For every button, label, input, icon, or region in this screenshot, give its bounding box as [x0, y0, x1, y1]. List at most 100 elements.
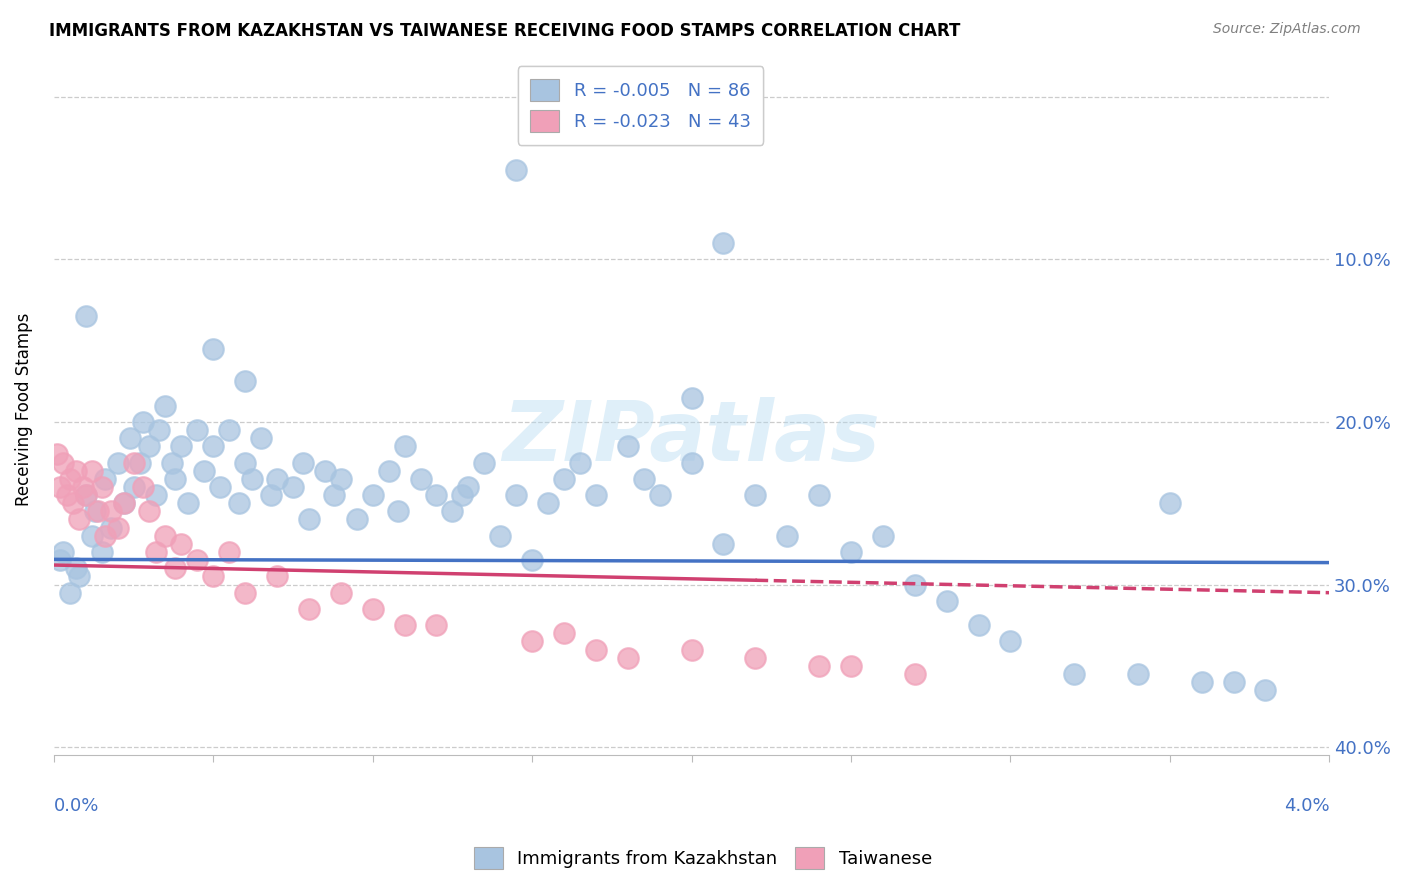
- Point: [67, 512, 90, 526]
- Point: [148, 423, 170, 437]
- Point: [839, 545, 862, 559]
- Point: [193, 464, 215, 478]
- Legend: R = -0.005   N = 86, R = -0.023   N = 43: R = -0.005 N = 86, R = -0.023 N = 43: [517, 66, 763, 145]
- Point: [170, 439, 193, 453]
- Y-axis label: Receiving Food Stamps: Receiving Food Stamps: [15, 313, 32, 507]
- Point: [49, 553, 72, 567]
- Point: [291, 456, 314, 470]
- Point: [87, 504, 110, 518]
- Text: 0.0%: 0.0%: [53, 797, 100, 814]
- Point: [163, 561, 186, 575]
- Point: [250, 431, 273, 445]
- Point: [441, 504, 464, 518]
- Point: [377, 464, 399, 478]
- Point: [472, 456, 495, 470]
- Point: [65, 561, 87, 575]
- Point: [145, 488, 167, 502]
- Point: [62, 496, 84, 510]
- Point: [1254, 683, 1277, 698]
- Point: [585, 488, 607, 502]
- Point: [59, 585, 82, 599]
- Point: [935, 594, 957, 608]
- Point: [872, 529, 894, 543]
- Point: [266, 569, 288, 583]
- Point: [616, 650, 638, 665]
- Point: [260, 488, 283, 502]
- Point: [553, 626, 575, 640]
- Point: [218, 545, 240, 559]
- Point: [202, 342, 225, 356]
- Point: [314, 464, 336, 478]
- Point: [202, 569, 225, 583]
- Point: [505, 162, 527, 177]
- Point: [904, 577, 927, 591]
- Point: [776, 529, 799, 543]
- Point: [55, 488, 77, 502]
- Point: [67, 569, 90, 583]
- Point: [52, 456, 75, 470]
- Point: [681, 456, 703, 470]
- Point: [75, 309, 97, 323]
- Point: [323, 488, 346, 502]
- Point: [298, 602, 321, 616]
- Point: [1126, 667, 1149, 681]
- Point: [1191, 675, 1213, 690]
- Point: [568, 456, 591, 470]
- Point: [266, 472, 288, 486]
- Point: [409, 472, 432, 486]
- Point: [160, 456, 183, 470]
- Point: [107, 456, 129, 470]
- Point: [346, 512, 368, 526]
- Point: [94, 472, 117, 486]
- Point: [553, 472, 575, 486]
- Point: [616, 439, 638, 453]
- Point: [129, 456, 152, 470]
- Point: [132, 480, 155, 494]
- Point: [585, 642, 607, 657]
- Point: [186, 553, 208, 567]
- Point: [633, 472, 655, 486]
- Point: [1159, 496, 1181, 510]
- Point: [186, 423, 208, 437]
- Point: [122, 456, 145, 470]
- Point: [425, 488, 447, 502]
- Legend: Immigrants from Kazakhstan, Taiwanese: Immigrants from Kazakhstan, Taiwanese: [467, 839, 939, 876]
- Point: [1000, 634, 1022, 648]
- Point: [138, 439, 160, 453]
- Point: [49, 480, 72, 494]
- Point: [46, 447, 69, 461]
- Point: [489, 529, 512, 543]
- Point: [90, 480, 112, 494]
- Point: [65, 464, 87, 478]
- Point: [155, 399, 177, 413]
- Point: [281, 480, 304, 494]
- Point: [145, 545, 167, 559]
- Point: [218, 423, 240, 437]
- Point: [82, 529, 104, 543]
- Point: [84, 504, 107, 518]
- Point: [505, 488, 527, 502]
- Point: [387, 504, 409, 518]
- Point: [713, 537, 735, 551]
- Point: [112, 496, 135, 510]
- Point: [163, 472, 186, 486]
- Point: [233, 585, 256, 599]
- Point: [520, 634, 543, 648]
- Text: ZIPatlas: ZIPatlas: [502, 397, 880, 478]
- Point: [202, 439, 225, 453]
- Point: [904, 667, 927, 681]
- Point: [1063, 667, 1085, 681]
- Point: [240, 472, 263, 486]
- Point: [298, 512, 321, 526]
- Point: [329, 472, 352, 486]
- Point: [94, 529, 117, 543]
- Point: [744, 488, 766, 502]
- Point: [329, 585, 352, 599]
- Point: [967, 618, 990, 632]
- Text: IMMIGRANTS FROM KAZAKHSTAN VS TAIWANESE RECEIVING FOOD STAMPS CORRELATION CHART: IMMIGRANTS FROM KAZAKHSTAN VS TAIWANESE …: [49, 22, 960, 40]
- Point: [82, 464, 104, 478]
- Point: [170, 537, 193, 551]
- Point: [1222, 675, 1244, 690]
- Point: [120, 431, 142, 445]
- Point: [100, 521, 122, 535]
